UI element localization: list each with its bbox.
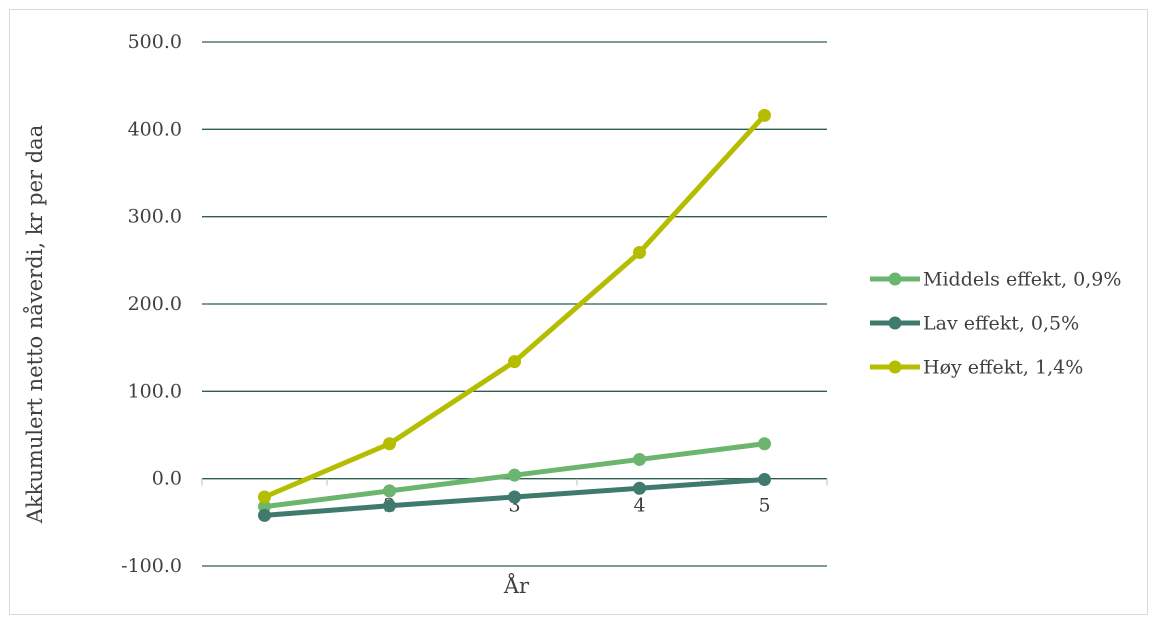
data-point	[633, 452, 646, 466]
y-tick-label: 300.0	[128, 206, 182, 228]
y-tick-label: 100.0	[128, 380, 182, 402]
legend-label: Lav effekt, 0,5%	[923, 313, 1079, 335]
legend-entry: Høy effekt, 1,4%	[870, 357, 1083, 379]
data-point	[633, 245, 646, 259]
legend-marker	[888, 316, 902, 330]
legend-label: Middels effekt, 0,9%	[923, 269, 1121, 291]
legend: Middels effekt, 0,9% Lav effekt, 0,5% Høy …	[870, 269, 1121, 379]
series-line	[262, 112, 767, 500]
y-axis-title: Akkumulert netto nåverdi, kr per daa	[23, 125, 47, 524]
x-tick-label: 4	[633, 495, 645, 517]
legend-marker	[888, 360, 902, 374]
data-point	[383, 499, 396, 513]
legend-marker	[888, 272, 902, 286]
data-point	[383, 437, 396, 451]
legend-entry: Lav effekt, 0,5%	[870, 313, 1079, 335]
data-point	[258, 508, 271, 522]
series-1	[258, 437, 771, 514]
chart-frame	[9, 9, 1148, 615]
x-tick-label: 5	[758, 495, 770, 517]
series-3	[258, 108, 771, 504]
y-tick-label: -100.0	[121, 555, 182, 577]
y-tick-label: 400.0	[128, 118, 182, 140]
x-axis-title: År	[503, 573, 530, 598]
data-point	[383, 484, 396, 498]
data-point	[508, 490, 521, 504]
data-point	[258, 490, 271, 504]
y-tick-label: 0.0	[152, 468, 182, 490]
data-point	[633, 481, 646, 495]
y-tick-label: 500.0	[128, 31, 182, 53]
data-point	[758, 437, 771, 451]
y-axis-tick-labels: -100.0 0.0 100.0 200.0 300.0 400.0 500.0	[121, 31, 182, 577]
legend-label: Høy effekt, 1,4%	[923, 357, 1083, 379]
gridlines	[201, 41, 828, 567]
legend-entry: Middels effekt, 0,9%	[870, 269, 1121, 291]
data-point	[508, 355, 521, 369]
data-point	[758, 108, 771, 122]
series-2	[258, 473, 771, 522]
y-tick-label: 200.0	[128, 293, 182, 315]
data-point	[508, 468, 521, 482]
series-lines	[258, 108, 771, 522]
data-point	[758, 473, 771, 487]
